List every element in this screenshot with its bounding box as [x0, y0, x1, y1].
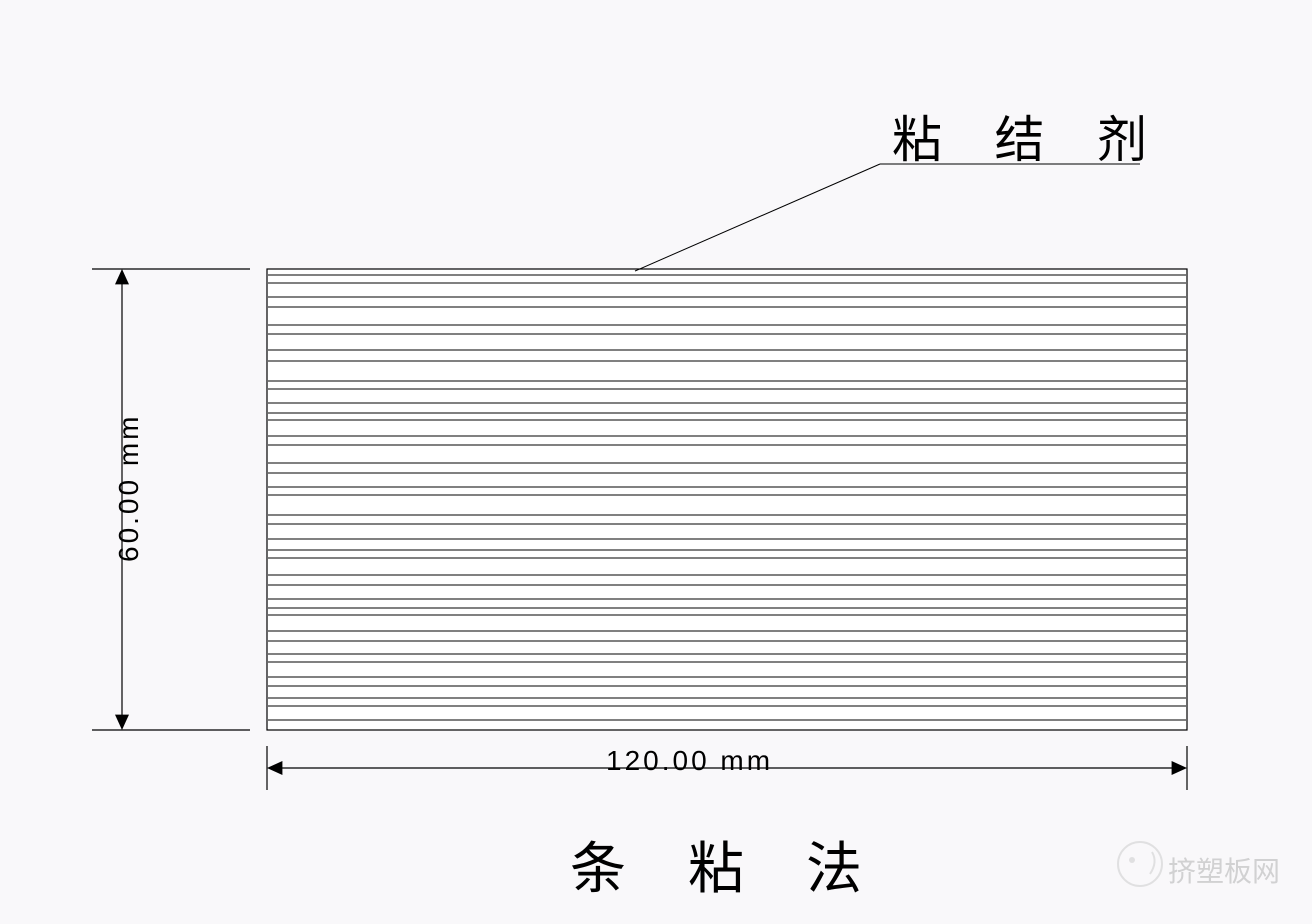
watermark-text: 挤塑板网: [1168, 850, 1280, 890]
panel-rect: [267, 269, 1187, 730]
annotation-leader: [635, 164, 880, 271]
watermark-icon: [1110, 834, 1170, 894]
dim-v-arrow-top: [115, 269, 129, 284]
diagram-title: 条 粘 法: [570, 824, 886, 905]
dim-v-arrow-bot: [115, 715, 129, 730]
dim-h-arrow-right: [1172, 761, 1187, 775]
dim-h-arrow-left: [267, 761, 282, 775]
annotation-label: 粘 结 剂: [892, 100, 1167, 172]
dim-v-label: 60.00 mm: [113, 414, 145, 563]
dim-h-label: 120.00 mm: [606, 745, 773, 777]
